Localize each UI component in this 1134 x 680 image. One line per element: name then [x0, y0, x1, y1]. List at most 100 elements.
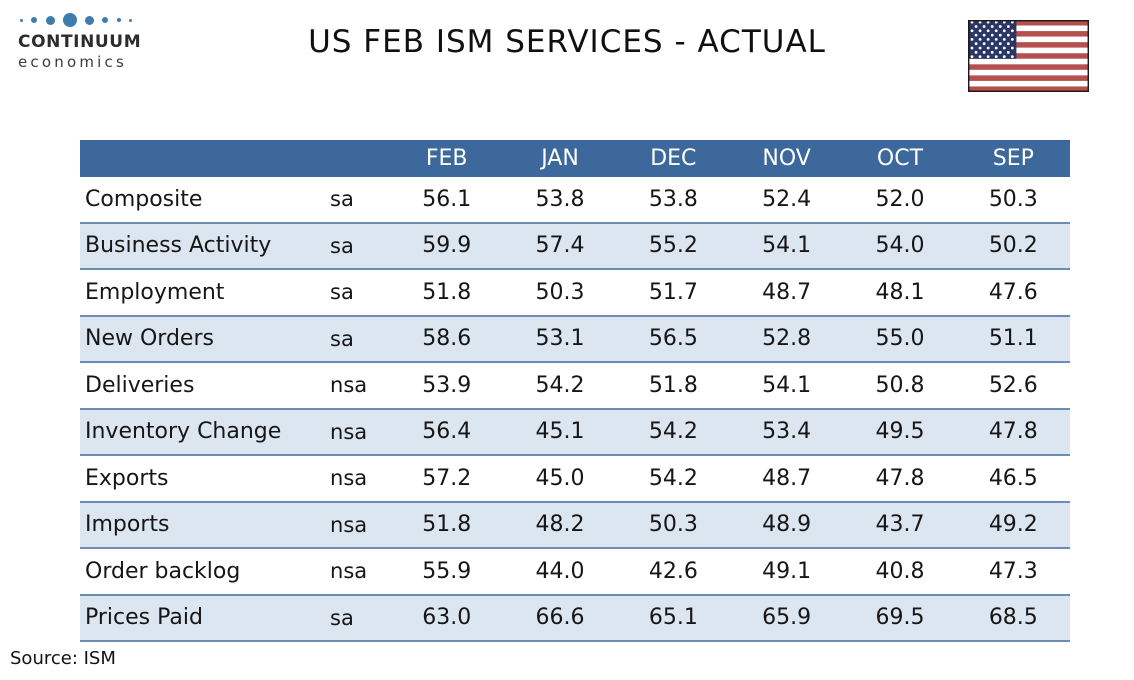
value-cell: 47.3 [956, 548, 1070, 596]
value-cell: 45.0 [503, 455, 617, 503]
value-cell: 48.9 [729, 501, 844, 549]
value-cell: 53.4 [729, 408, 844, 456]
table-row: Prices Paid sa 63.0 66.6 65.1 65.9 69.5 68.5 [80, 594, 1070, 642]
logo-dots-icon [20, 12, 132, 28]
value-cell: 52.6 [956, 362, 1070, 410]
row-label: Deliveries [80, 362, 326, 410]
value-cell: 63.0 [390, 594, 504, 642]
value-cell: 56.1 [390, 177, 504, 224]
adjustment-cell: nsa [325, 362, 391, 410]
column-header: FEB [390, 140, 504, 177]
value-cell: 68.5 [956, 594, 1070, 642]
page-title: US FEB ISM SERVICES - ACTUAL [308, 24, 826, 60]
logo-subname: economics [18, 53, 127, 71]
value-cell: 69.5 [843, 594, 957, 642]
table-row: Inventory Change nsa 56.4 45.1 54.2 53.4 49.5 4… [80, 408, 1070, 456]
value-cell: 52.4 [729, 177, 844, 224]
column-header: OCT [843, 140, 957, 177]
flag-stars [970, 20, 1014, 59]
value-cell: 57.4 [503, 222, 617, 270]
adjustment-cell: sa [325, 177, 391, 224]
value-cell: 53.9 [390, 362, 504, 410]
value-cell: 56.4 [390, 408, 504, 456]
value-cell: 44.0 [503, 548, 617, 596]
value-cell: 50.3 [616, 501, 730, 549]
value-cell: 46.5 [956, 455, 1070, 503]
value-cell: 50.3 [503, 269, 617, 317]
value-cell: 42.6 [616, 548, 730, 596]
value-cell: 54.2 [503, 362, 617, 410]
row-label: New Orders [80, 315, 326, 363]
table-row: Order backlog nsa 55.9 44.0 42.6 49.1 40.8 47.3 [80, 548, 1070, 596]
value-cell: 49.2 [956, 501, 1070, 549]
value-cell: 49.5 [843, 408, 957, 456]
row-label: Business Activity [80, 222, 326, 270]
value-cell: 54.0 [843, 222, 957, 270]
header-label-spacer [80, 140, 326, 177]
value-cell: 51.8 [616, 362, 730, 410]
source-note: Source: ISM [10, 648, 116, 669]
adjustment-cell: sa [325, 594, 391, 642]
value-cell: 53.8 [503, 177, 617, 224]
table-row: Business Activity sa 59.9 57.4 55.2 54.1 54.0 5… [80, 222, 1070, 270]
value-cell: 55.0 [843, 315, 957, 363]
value-cell: 65.1 [616, 594, 730, 642]
adjustment-cell: nsa [325, 501, 391, 549]
value-cell: 48.1 [843, 269, 957, 317]
adjustment-cell: nsa [325, 455, 391, 503]
value-cell: 66.6 [503, 594, 617, 642]
row-label: Imports [80, 501, 326, 549]
header-adj-spacer [325, 140, 391, 177]
value-cell: 47.8 [843, 455, 957, 503]
value-cell: 48.2 [503, 501, 617, 549]
value-cell: 50.3 [956, 177, 1070, 224]
row-label: Employment [80, 269, 326, 317]
value-cell: 47.8 [956, 408, 1070, 456]
value-cell: 58.6 [390, 315, 504, 363]
value-cell: 53.8 [616, 177, 730, 224]
value-cell: 52.8 [729, 315, 844, 363]
table-row: Deliveries nsa 53.9 54.2 51.8 54.1 50.8 52.6 [80, 362, 1070, 410]
value-cell: 49.1 [729, 548, 844, 596]
value-cell: 50.2 [956, 222, 1070, 270]
column-header: DEC [616, 140, 730, 177]
us-flag-icon [968, 20, 1089, 92]
table-row: Employment sa 51.8 50.3 51.7 48.7 48.1 47.6 [80, 269, 1070, 317]
adjustment-cell: nsa [325, 408, 391, 456]
row-label: Exports [80, 455, 326, 503]
column-header: SEP [956, 140, 1070, 177]
table-header-row: FEB JAN DEC NOV OCT SEP [80, 140, 1070, 177]
row-label: Prices Paid [80, 594, 326, 642]
value-cell: 45.1 [503, 408, 617, 456]
value-cell: 54.2 [616, 455, 730, 503]
value-cell: 50.8 [843, 362, 957, 410]
value-cell: 47.6 [956, 269, 1070, 317]
value-cell: 53.1 [503, 315, 617, 363]
value-cell: 51.8 [390, 269, 504, 317]
ism-services-table: FEB JAN DEC NOV OCT SEP Composite sa 56.1 53.8 53… [80, 140, 1070, 642]
row-label: Inventory Change [80, 408, 326, 456]
table-body: Composite sa 56.1 53.8 53.8 52.4 52.0 50.3 Busin… [80, 177, 1070, 642]
continuum-economics-logo: CONTINUUM economics [18, 12, 141, 71]
table-row: Composite sa 56.1 53.8 53.8 52.4 52.0 50.3 [80, 177, 1070, 224]
adjustment-cell: nsa [325, 548, 391, 596]
value-cell: 56.5 [616, 315, 730, 363]
value-cell: 40.8 [843, 548, 957, 596]
adjustment-cell: sa [325, 315, 391, 363]
value-cell: 54.1 [729, 222, 844, 270]
value-cell: 57.2 [390, 455, 504, 503]
column-header: NOV [729, 140, 844, 177]
value-cell: 54.1 [729, 362, 844, 410]
column-header: JAN [503, 140, 617, 177]
value-cell: 51.8 [390, 501, 504, 549]
value-cell: 59.9 [390, 222, 504, 270]
value-cell: 65.9 [729, 594, 844, 642]
value-cell: 55.2 [616, 222, 730, 270]
table-row: Imports nsa 51.8 48.2 50.3 48.9 43.7 49.2 [80, 501, 1070, 549]
adjustment-cell: sa [325, 222, 391, 270]
value-cell: 51.1 [956, 315, 1070, 363]
value-cell: 54.2 [616, 408, 730, 456]
table-row: New Orders sa 58.6 53.1 56.5 52.8 55.0 51.1 [80, 315, 1070, 363]
table-row: Exports nsa 57.2 45.0 54.2 48.7 47.8 46.5 [80, 455, 1070, 503]
value-cell: 48.7 [729, 269, 844, 317]
